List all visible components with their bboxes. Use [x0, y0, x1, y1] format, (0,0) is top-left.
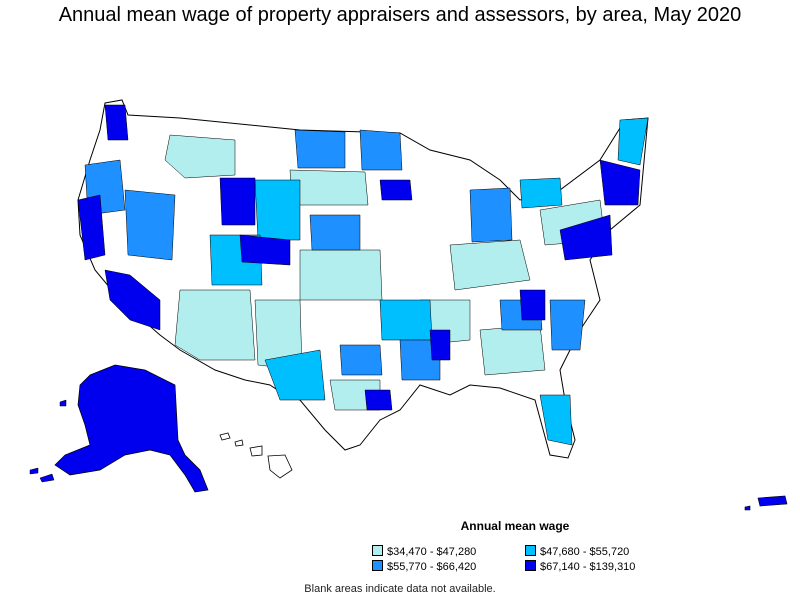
legend-label-1: $34,470 - $47,280 — [387, 546, 477, 558]
legend-item-4: $67,140 - $139,310 — [525, 560, 635, 574]
legend-swatch-3 — [372, 560, 383, 571]
legend-item-2: $47,680 - $55,720 — [525, 545, 629, 559]
blue-regions — [77, 104, 641, 411]
deep-sky-blue-regions — [209, 117, 649, 446]
legend-label-2: $47,680 - $55,720 — [540, 546, 630, 558]
data-note: Blank areas indicate data not available. — [304, 583, 496, 595]
alaska — [54, 364, 209, 493]
legend-item-3: $55,770 - $66,420 — [372, 560, 476, 574]
legend-label-4: $67,140 - $139,310 — [540, 561, 636, 573]
legend-title: Annual mean wage — [460, 519, 570, 533]
legend-label-3: $55,770 - $66,420 — [387, 561, 477, 573]
legend-swatch-2 — [525, 545, 536, 556]
map-title: Annual mean wage of property appraisers … — [58, 4, 742, 26]
legend-swatch-1 — [372, 545, 383, 556]
dodger-blue-regions — [84, 129, 586, 381]
legend-item-1: $34,470 - $47,280 — [372, 545, 476, 559]
alaska-islands — [29, 399, 67, 483]
hawaii — [219, 432, 293, 479]
puerto-rico — [744, 495, 788, 511]
legend-swatch-4 — [525, 560, 536, 571]
